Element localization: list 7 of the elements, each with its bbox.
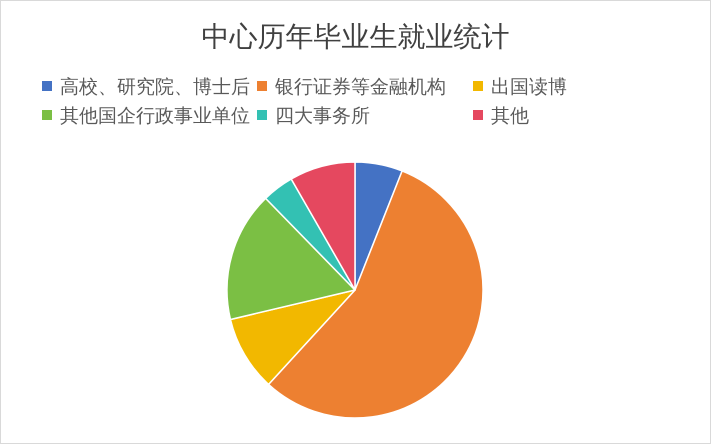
legend-label: 其他	[491, 106, 529, 127]
chart-title: 中心历年毕业生就业统计	[202, 21, 510, 52]
legend-label: 四大事务所	[275, 106, 370, 127]
legend-label: 高校、研究院、博士后	[60, 77, 250, 98]
legend-label: 其他国企行政事业单位	[60, 106, 250, 127]
legend-label: 出国读博	[491, 77, 567, 98]
legend-label: 银行证券等金融机构	[275, 77, 446, 98]
